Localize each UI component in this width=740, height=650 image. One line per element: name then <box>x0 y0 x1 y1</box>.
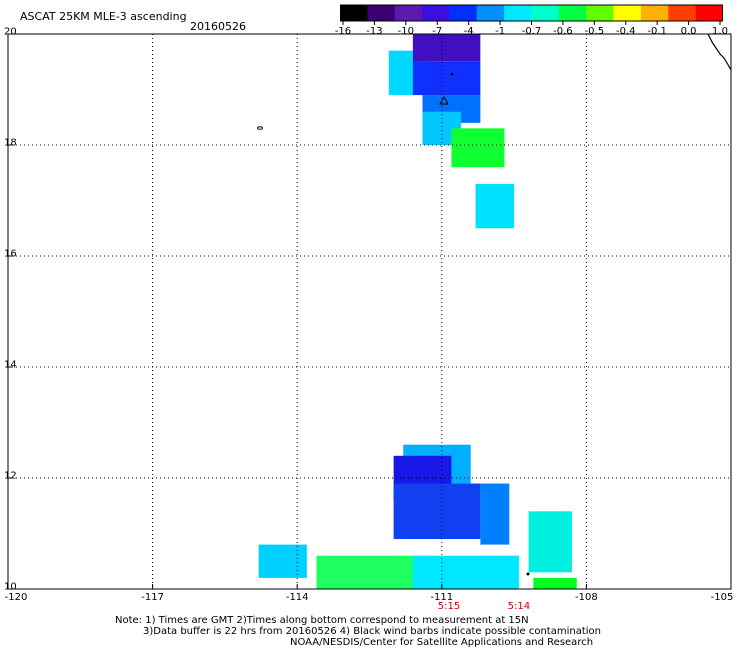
colorbar-tick-label: -16 <box>334 26 352 37</box>
swath-north-green <box>451 128 505 168</box>
swath-south-lblue-mid <box>480 483 510 545</box>
colorbar-tick-label: -0.6 <box>553 26 573 37</box>
colorbar <box>340 4 723 25</box>
coastline <box>707 33 732 71</box>
pass-time-label: 5:14 <box>507 601 531 612</box>
colorbar-segment <box>340 5 368 21</box>
colorbar-tick-label: -7 <box>432 26 443 37</box>
latitude-tick-label: 12 <box>4 470 17 482</box>
swath-north-violet <box>412 34 481 62</box>
swath-south-teal-east <box>528 511 572 573</box>
longitude-tick-label: -117 <box>141 592 164 603</box>
colorbar-segment <box>367 5 396 21</box>
colorbar-tick-label: -0.1 <box>647 26 667 37</box>
colorbar-tick-label: -0.4 <box>615 26 636 37</box>
colorbar-segment <box>586 5 615 21</box>
latitude-tick-label: 10 <box>4 581 17 593</box>
island <box>526 572 530 576</box>
chart-title: ASCAT 25KM MLE-3 ascending <box>20 10 187 23</box>
swath-north-blue-core <box>412 61 481 96</box>
longitude-tick-label: -105 <box>710 592 734 603</box>
island <box>257 126 263 130</box>
colorbar-tick-label: -0.7 <box>521 26 542 37</box>
colorbar-segment <box>640 5 669 21</box>
note-line-3: NOAA/NESDIS/Center for Satellite Applica… <box>290 637 594 648</box>
colorbar-segment <box>504 5 532 21</box>
note-line-1: Note: 1) Times are GMT 2)Times along bot… <box>115 615 529 626</box>
colorbar-tick-label: -4 <box>463 26 474 37</box>
longitude-tick-label: -114 <box>285 592 309 603</box>
colorbar-segment <box>449 5 478 21</box>
swath-north-cyan-south <box>475 183 515 229</box>
colorbar-tick-label: -1 <box>495 26 506 37</box>
latitude-tick-label: 20 <box>4 26 17 38</box>
colorbar-segment <box>394 5 423 21</box>
swath-south-cyan-band <box>412 555 519 589</box>
colorbar-segment <box>531 5 560 21</box>
colorbar-segment <box>613 5 642 21</box>
swath-south-blue-mid <box>393 483 481 540</box>
island <box>439 95 449 105</box>
colorbar-segment <box>422 5 450 21</box>
note-line-2: 3)Data buffer is 22 hrs from 20160526 4)… <box>143 626 601 637</box>
longitude-tick-label: -108 <box>575 592 598 603</box>
latitude-tick-label: 14 <box>4 359 17 371</box>
pass-time-label: 5:15 <box>437 601 461 612</box>
map-frame <box>7 33 732 590</box>
swath-south-green-east <box>533 577 577 589</box>
latitude-tick-label: 16 <box>4 248 17 260</box>
colorbar-segment <box>558 5 587 21</box>
colorbar-tick-label: -0.5 <box>584 26 605 37</box>
swath-south-cyan-left <box>258 544 307 578</box>
longitude-tick-label: -120 <box>4 592 28 603</box>
colorbar-segment <box>668 5 697 21</box>
colorbar-tick-label: -10 <box>397 26 414 37</box>
latitude-tick-label: 18 <box>4 137 17 149</box>
colorbar-segment <box>476 5 505 21</box>
colorbar-tick-label: -13 <box>366 26 383 37</box>
colorbar-tick-label: 1.0 <box>712 26 728 37</box>
colorbar-tick-label: 0.0 <box>680 26 697 37</box>
colorbar-segment <box>695 5 723 21</box>
longitude-tick-label: -111 <box>430 592 454 603</box>
island <box>450 72 454 76</box>
chart-date: 20160526 <box>190 20 246 33</box>
